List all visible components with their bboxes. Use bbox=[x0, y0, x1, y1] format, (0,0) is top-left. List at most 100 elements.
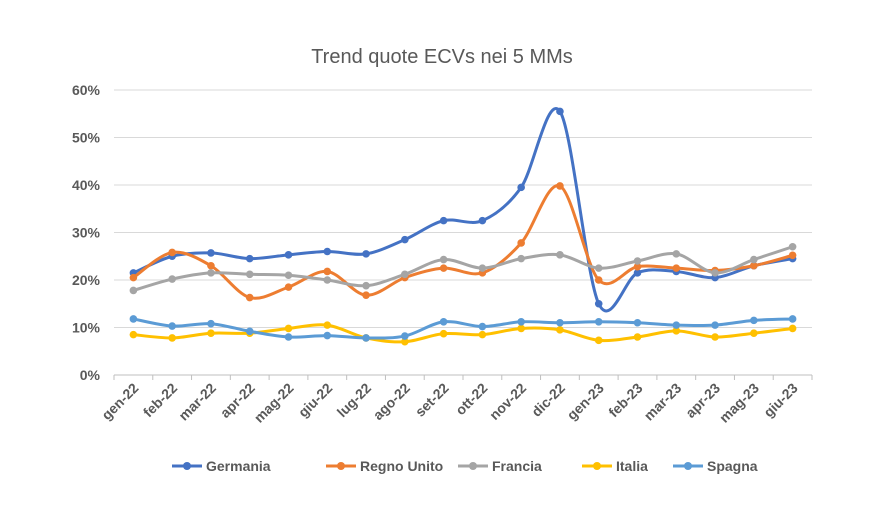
data-point-italia bbox=[633, 333, 642, 341]
legend-swatch-marker bbox=[593, 462, 601, 470]
data-point-regno-unito bbox=[284, 283, 293, 291]
legend-swatch-marker bbox=[337, 462, 345, 470]
x-tick-label: mag-22 bbox=[251, 380, 297, 426]
data-point-italia bbox=[594, 336, 603, 345]
data-point-spagna bbox=[284, 333, 293, 341]
data-point-germania bbox=[556, 107, 564, 116]
data-point-italia bbox=[788, 324, 797, 333]
data-point-francia bbox=[478, 264, 487, 272]
data-point-spagna bbox=[207, 319, 215, 328]
x-tick-label: gen-22 bbox=[98, 380, 141, 423]
data-point-regno-unito bbox=[672, 264, 681, 272]
x-axis-ticks: gen-22feb-22mar-22apr-22mag-22giu-22lug-… bbox=[98, 375, 813, 426]
y-tick-label: 60% bbox=[72, 82, 101, 98]
data-point-francia bbox=[129, 286, 138, 295]
data-point-spagna bbox=[517, 318, 525, 326]
data-point-francia bbox=[439, 255, 448, 264]
series-regno-unito bbox=[129, 182, 797, 302]
data-point-regno-unito bbox=[517, 239, 525, 247]
data-point-francia bbox=[672, 250, 681, 258]
legend: Germania Regno Unito Francia Italia Spagna bbox=[172, 458, 758, 474]
data-point-regno-unito bbox=[207, 261, 215, 270]
x-tick-label: dic-22 bbox=[528, 380, 568, 420]
data-point-francia bbox=[594, 264, 603, 272]
y-tick-label: 50% bbox=[72, 130, 101, 146]
x-tick-label: gen-23 bbox=[564, 380, 607, 423]
chart-title: Trend quote ECVs nei 5 MMs bbox=[311, 46, 573, 68]
data-point-spagna bbox=[401, 332, 409, 340]
legend-label: Regno Unito bbox=[360, 458, 443, 474]
data-point-francia bbox=[788, 242, 797, 251]
x-tick-label: mar-23 bbox=[641, 380, 685, 424]
data-point-spagna bbox=[478, 322, 487, 331]
data-point-italia bbox=[284, 324, 293, 333]
y-axis-ticks: 0% 10% 20% 30% 40% 50% 60% bbox=[72, 82, 101, 383]
data-point-francia bbox=[633, 257, 642, 265]
data-point-italia bbox=[556, 326, 564, 334]
legend-item-francia: Francia bbox=[458, 458, 542, 474]
series-spagna bbox=[129, 315, 797, 342]
x-tick-label: mag-23 bbox=[716, 380, 762, 426]
data-point-francia bbox=[362, 281, 370, 290]
x-tick-label: feb-23 bbox=[605, 380, 646, 421]
data-point-francia bbox=[556, 251, 564, 259]
x-tick-label: giu-23 bbox=[760, 380, 801, 421]
data-point-italia bbox=[439, 329, 448, 338]
data-point-spagna bbox=[750, 316, 758, 325]
data-point-spagna bbox=[556, 318, 564, 327]
data-point-germania bbox=[633, 269, 642, 277]
data-point-germania bbox=[362, 250, 370, 258]
data-point-francia bbox=[323, 276, 332, 284]
data-point-regno-unito bbox=[556, 182, 564, 190]
series-francia bbox=[129, 242, 797, 295]
data-point-francia bbox=[207, 269, 215, 277]
y-tick-label: 20% bbox=[72, 272, 101, 288]
y-tick-label: 40% bbox=[72, 177, 101, 193]
data-point-spagna bbox=[633, 318, 642, 327]
data-point-regno-unito bbox=[750, 261, 758, 270]
data-point-italia bbox=[517, 324, 525, 333]
data-point-spagna bbox=[594, 318, 603, 326]
y-tick-label: 10% bbox=[72, 320, 101, 336]
data-point-italia bbox=[401, 337, 409, 346]
data-point-francia bbox=[284, 271, 293, 280]
legend-label: Spagna bbox=[707, 458, 758, 474]
data-point-spagna bbox=[439, 318, 448, 326]
legend-swatch-marker bbox=[684, 462, 692, 470]
x-tick-label: feb-22 bbox=[140, 380, 181, 421]
data-point-francia bbox=[517, 254, 525, 263]
x-tick-label: ago-22 bbox=[370, 380, 413, 423]
legend-label: Italia bbox=[616, 458, 648, 474]
data-point-italia bbox=[207, 329, 215, 338]
data-point-germania bbox=[245, 254, 254, 263]
data-point-germania bbox=[594, 299, 603, 308]
data-point-regno-unito bbox=[362, 291, 370, 300]
data-point-italia bbox=[323, 321, 332, 329]
data-point-francia bbox=[711, 269, 719, 277]
x-tick-label: ott-22 bbox=[452, 380, 490, 418]
data-point-francia bbox=[750, 255, 758, 264]
legend-item-germania: Germania bbox=[172, 458, 271, 474]
legend-swatch-marker bbox=[183, 462, 191, 470]
x-tick-label: lug-22 bbox=[334, 380, 375, 421]
data-point-germania bbox=[517, 183, 525, 192]
data-point-regno-unito bbox=[439, 264, 448, 272]
data-point-italia bbox=[672, 327, 681, 335]
data-point-spagna bbox=[323, 331, 332, 340]
data-point-regno-unito bbox=[168, 248, 176, 257]
data-point-spagna bbox=[362, 334, 370, 342]
data-point-germania bbox=[284, 251, 293, 259]
data-point-regno-unito bbox=[633, 262, 642, 271]
data-point-spagna bbox=[788, 315, 797, 323]
data-point-italia bbox=[168, 334, 176, 342]
data-point-spagna bbox=[168, 322, 176, 330]
series-lines bbox=[129, 107, 797, 346]
legend-label: Francia bbox=[492, 458, 542, 474]
data-point-germania bbox=[207, 249, 215, 257]
data-point-regno-unito bbox=[129, 273, 138, 282]
data-point-regno-unito bbox=[323, 267, 332, 276]
x-tick-label: mar-22 bbox=[175, 380, 219, 424]
x-tick-label: nov-22 bbox=[486, 380, 529, 423]
data-point-spagna bbox=[245, 327, 254, 336]
